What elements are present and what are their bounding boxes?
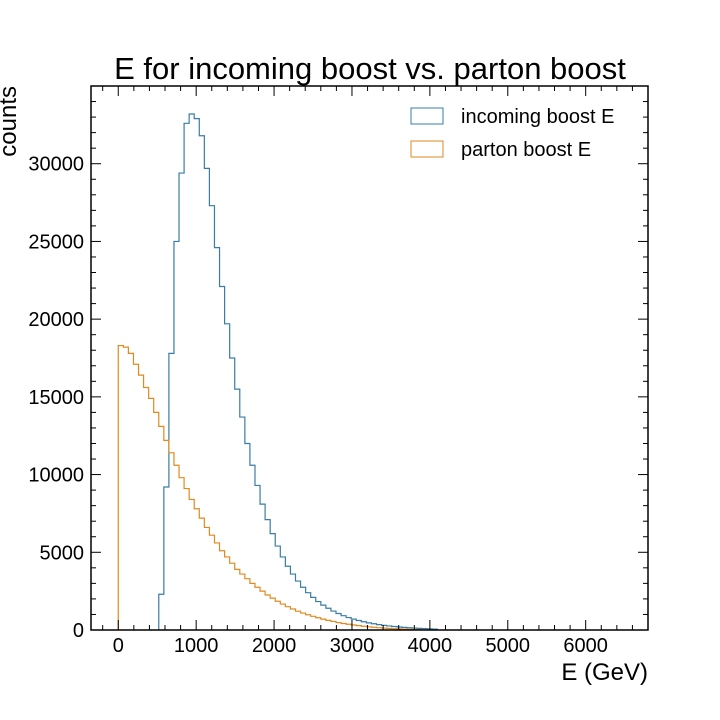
histogram-bin — [199, 518, 204, 630]
histogram-bin — [128, 353, 133, 630]
y-tick-label: 15000 — [28, 387, 84, 409]
histogram-bin — [169, 453, 174, 630]
legend-swatch — [410, 107, 444, 125]
chart-title: E for incoming boost vs. parton boost — [114, 51, 626, 86]
y-tick-label: 10000 — [28, 465, 84, 487]
histogram-bin — [235, 569, 240, 630]
histogram-bin — [118, 346, 123, 630]
histogram-bin — [331, 621, 336, 630]
histogram-bin — [159, 426, 164, 630]
legend-label: incoming boost E — [461, 106, 614, 128]
legend: incoming boost E parton boost E — [410, 106, 614, 161]
histogram-bin — [164, 440, 169, 630]
y-axis-title: counts — [0, 86, 22, 157]
histogram-bin — [144, 388, 149, 630]
histogram-bin — [184, 489, 189, 630]
histogram-bin — [240, 574, 245, 630]
legend-swatch — [410, 140, 444, 158]
histogram-bin — [214, 543, 219, 630]
histogram-bin — [295, 611, 300, 630]
histogram-bin — [311, 616, 316, 630]
histogram-bin — [225, 557, 230, 630]
histogram-bin — [139, 375, 144, 630]
histogram-bin — [123, 347, 128, 630]
histogram-bin — [341, 623, 346, 630]
series-1 — [158, 113, 438, 630]
histogram-bin — [149, 398, 154, 630]
y-tick-label: 5000 — [40, 542, 85, 564]
histogram-bin — [179, 478, 184, 630]
y-tick-label: 0 — [73, 620, 84, 642]
histogram-bin — [194, 509, 199, 630]
histogram-bin — [316, 618, 321, 630]
histogram-bin — [209, 535, 214, 630]
histogram-bin — [306, 615, 311, 630]
y-tick-label: 20000 — [28, 309, 84, 331]
histogram-bin — [230, 563, 235, 630]
legend-label: parton boost E — [461, 139, 591, 161]
plot-frame — [90, 85, 649, 631]
x-tick-label: 4000 — [408, 635, 453, 657]
x-tick-label: 3000 — [330, 635, 375, 657]
histogram-bin — [250, 583, 255, 630]
histogram-bin — [321, 619, 326, 630]
histogram-step-line — [117, 344, 423, 631]
x-tick-label: 1000 — [174, 635, 219, 657]
x-tick-label: 6000 — [563, 635, 608, 657]
x-tick-label: 0 — [113, 635, 124, 657]
plot-area — [117, 113, 438, 631]
x-axis-title: E (GeV) — [561, 659, 648, 686]
histogram-bin — [290, 609, 295, 630]
axis-ticks: 0 1000 2000 3000 4000 5000 6000 0 5000 10000 15000… — [28, 85, 649, 657]
series-2 — [117, 344, 423, 631]
histogram-bin — [133, 364, 138, 630]
histogram-bin — [220, 551, 225, 630]
histogram-bin — [275, 601, 280, 630]
histogram-bin — [326, 620, 331, 630]
histogram-bin — [255, 587, 260, 630]
histogram-bin — [189, 499, 194, 630]
histogram-bin — [260, 591, 265, 630]
histogram-bin — [280, 604, 285, 630]
x-tick-label: 2000 — [252, 635, 297, 657]
histogram-bin — [346, 624, 351, 630]
histogram-bin — [154, 412, 159, 630]
histogram-bin — [174, 465, 179, 630]
y-tick-label: 30000 — [28, 154, 84, 176]
x-tick-label: 5000 — [486, 635, 531, 657]
histogram-bin — [265, 595, 270, 630]
histogram-bin — [245, 579, 250, 630]
histogram-bin — [204, 527, 209, 630]
histogram-step-line — [158, 113, 438, 630]
y-tick-label: 25000 — [28, 231, 84, 253]
